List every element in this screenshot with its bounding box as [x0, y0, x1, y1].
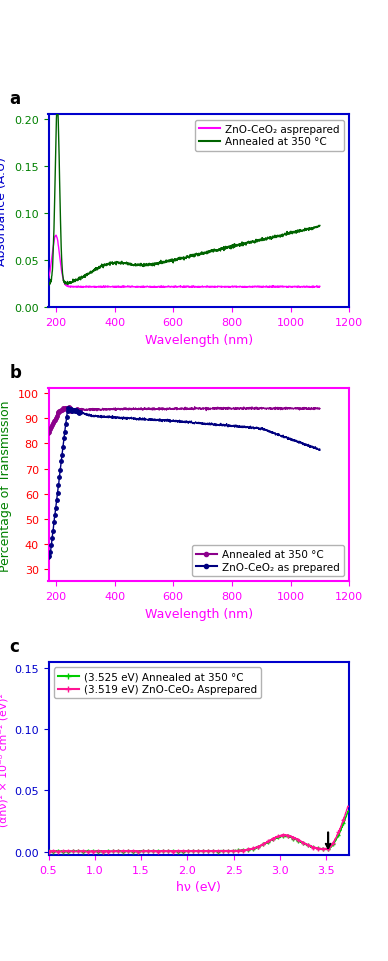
Text: b: b: [9, 363, 21, 382]
X-axis label: Wavelength (nm): Wavelength (nm): [145, 333, 253, 346]
X-axis label: hν (eV): hν (eV): [177, 880, 221, 894]
Text: a: a: [9, 89, 21, 108]
Y-axis label: (αhν)² × 10⁻⁸ cm⁻² (eV)²: (αhν)² × 10⁻⁸ cm⁻² (eV)²: [0, 692, 9, 825]
Y-axis label: Absorbance (A.U): Absorbance (A.U): [0, 158, 9, 266]
Y-axis label: Percentage of Transmission: Percentage of Transmission: [0, 400, 12, 571]
Legend: (3.525 eV) Annealed at 350 °C, (3.519 eV) ZnO-CeO₂ Asprepared: (3.525 eV) Annealed at 350 °C, (3.519 eV…: [54, 668, 261, 699]
Legend: Annealed at 350 °C, ZnO-CeO₂ as prepared: Annealed at 350 °C, ZnO-CeO₂ as prepared: [192, 546, 344, 577]
X-axis label: Wavelength (nm): Wavelength (nm): [145, 607, 253, 620]
Legend: ZnO-CeO₂ asprepared, Annealed at 350 °C: ZnO-CeO₂ asprepared, Annealed at 350 °C: [195, 120, 344, 152]
Text: c: c: [9, 637, 19, 654]
